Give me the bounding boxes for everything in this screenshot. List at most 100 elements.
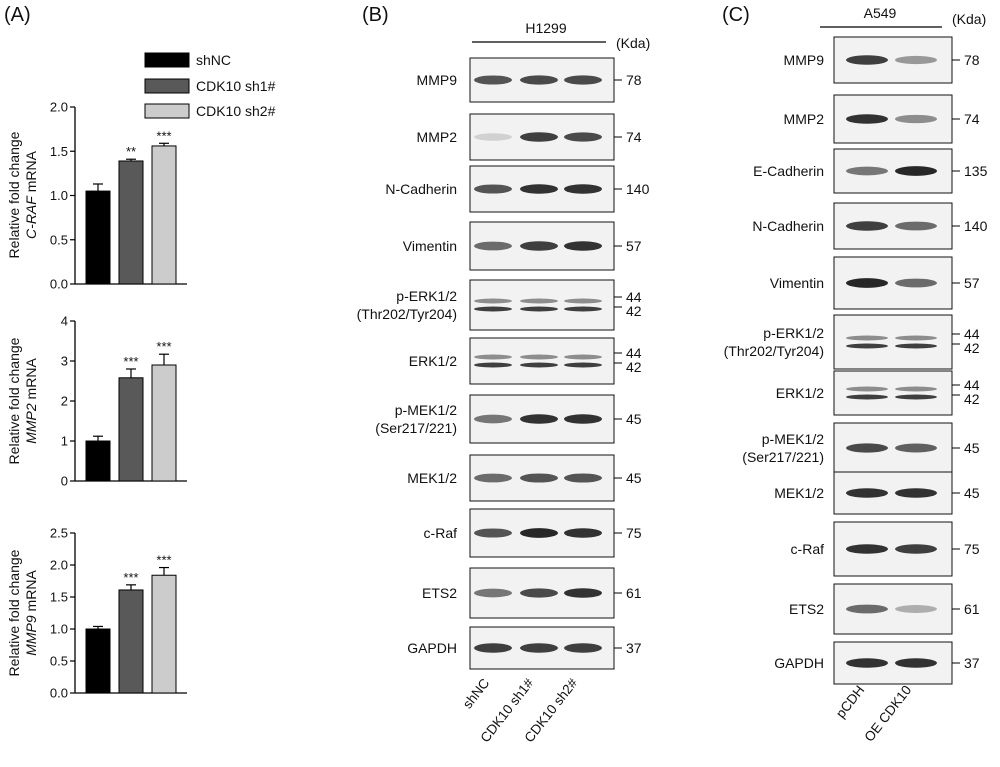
protein-band xyxy=(474,184,512,194)
protein-band xyxy=(846,386,888,392)
blot-row: N-Cadherin 140 xyxy=(752,202,988,250)
protein-band xyxy=(564,473,602,483)
panel-a-letter: (A) xyxy=(4,4,31,26)
y-axis-label-line2: MMP9 mRNA xyxy=(23,570,39,656)
protein-band xyxy=(474,528,512,538)
blot-row: c-Raf 75 xyxy=(791,521,980,577)
blot-row: p-MEK1/2 (Ser217/221) 45 xyxy=(375,394,642,444)
kda-label: 44 xyxy=(964,377,980,393)
protein-name: MMP9 xyxy=(417,72,458,88)
protein-band xyxy=(895,443,937,453)
protein-band xyxy=(520,354,558,360)
protein-band xyxy=(474,588,512,598)
protein-name: Vimentin xyxy=(770,275,824,291)
protein-band xyxy=(846,658,888,668)
bar xyxy=(85,190,111,285)
y-tick-label: 0.5 xyxy=(50,654,68,669)
protein-band xyxy=(846,278,888,288)
blot-row: N-Cadherin 140 xyxy=(385,165,650,213)
legend-label: CDK10 sh1# xyxy=(196,78,276,94)
blot-row: p-MEK1/2 (Ser217/221) 45 xyxy=(742,422,980,474)
blot-row: MMP9 78 xyxy=(784,36,980,84)
lane-label: OE CDK10 xyxy=(861,683,914,745)
protein-band xyxy=(564,132,602,142)
protein-band xyxy=(895,221,937,231)
protein-band xyxy=(474,354,512,360)
protein-band xyxy=(846,114,888,124)
kda-label: 78 xyxy=(964,52,980,68)
protein-band xyxy=(520,298,558,304)
y-tick-label: 0.5 xyxy=(50,232,68,247)
protein-band xyxy=(846,166,888,176)
protein-band xyxy=(564,354,602,360)
kda-label: 42 xyxy=(964,391,980,407)
y-tick-label: 1.0 xyxy=(50,188,68,203)
protein-name: GAPDH xyxy=(774,655,824,671)
protein-name: MMP9 xyxy=(784,52,825,68)
kda-label: 57 xyxy=(964,275,980,291)
kda-label: 37 xyxy=(964,655,980,671)
protein-band xyxy=(564,298,602,304)
kda-label: 42 xyxy=(626,359,642,375)
protein-band xyxy=(846,544,888,554)
protein-band xyxy=(520,588,558,598)
protein-band xyxy=(895,658,937,668)
kda-label: 44 xyxy=(626,289,642,305)
protein-band xyxy=(846,221,888,231)
protein-name: c-Raf xyxy=(424,525,458,541)
protein-band xyxy=(846,488,888,498)
panel-b-western-blot: H1299 (Kda) MMP9 78 MMP2 74 N-Cadherin 140 Vimen… xyxy=(357,20,651,745)
protein-name: N-Cadherin xyxy=(385,181,457,197)
y-axis-label-line1: Relative fold change xyxy=(6,549,22,676)
bar xyxy=(85,628,111,694)
blot-frame xyxy=(469,279,615,331)
significance-label: *** xyxy=(156,128,171,143)
significance-label: *** xyxy=(156,339,171,354)
protein-band xyxy=(564,241,602,251)
protein-band xyxy=(474,241,512,251)
blot-row: Vimentin 57 xyxy=(403,221,642,271)
lane-label: pCDH xyxy=(833,683,867,721)
blot-row: MEK1/2 45 xyxy=(774,471,980,515)
lane-label: shNC xyxy=(460,675,493,711)
protein-band xyxy=(895,488,937,498)
y-tick-label: 1 xyxy=(61,434,68,449)
protein-name: p-ERK1/2 xyxy=(396,288,457,304)
cell-line-label: H1299 xyxy=(525,20,566,36)
protein-band xyxy=(474,643,512,653)
protein-band xyxy=(564,306,602,312)
y-axis-label-suffix: mRNA xyxy=(23,570,39,616)
blot-row: c-Raf 75 xyxy=(424,508,642,558)
kda-label: 140 xyxy=(964,218,988,234)
protein-band xyxy=(895,278,937,288)
kda-label: 74 xyxy=(626,129,642,145)
protein-band xyxy=(520,132,558,142)
protein-band xyxy=(474,473,512,483)
protein-name: MEK1/2 xyxy=(774,485,824,501)
blot-row: GAPDH 37 xyxy=(774,641,980,685)
blot-row: E-Cadherin 135 xyxy=(753,148,988,194)
protein-name-detail: (Ser217/221) xyxy=(375,420,457,436)
kda-unit-label: (Kda) xyxy=(952,11,986,27)
protein-name: c-Raf xyxy=(791,541,825,557)
protein-band xyxy=(846,55,888,65)
y-tick-label: 2 xyxy=(61,394,68,409)
y-tick-label: 1.0 xyxy=(50,622,68,637)
protein-band xyxy=(895,335,937,341)
y-tick-label: 4 xyxy=(61,314,68,329)
protein-name: ETS2 xyxy=(422,585,457,601)
protein-name-detail: (Thr202/Tyr204) xyxy=(724,343,824,359)
y-axis-label-gene: C-RAF xyxy=(23,195,39,239)
protein-band xyxy=(474,362,512,368)
kda-label: 78 xyxy=(626,72,642,88)
kda-label: 45 xyxy=(626,470,642,486)
panel-c-western-blot: A549 (Kda) MMP9 78 MMP2 74 E-Cadherin 135 N-Cadh… xyxy=(724,5,988,745)
protein-band xyxy=(520,75,558,85)
kda-label: 45 xyxy=(626,411,642,427)
protein-band xyxy=(895,114,937,124)
bar xyxy=(151,574,177,694)
kda-label: 135 xyxy=(964,163,988,179)
blot-frame xyxy=(833,314,953,370)
y-axis-label-line1: Relative fold change xyxy=(6,131,22,258)
